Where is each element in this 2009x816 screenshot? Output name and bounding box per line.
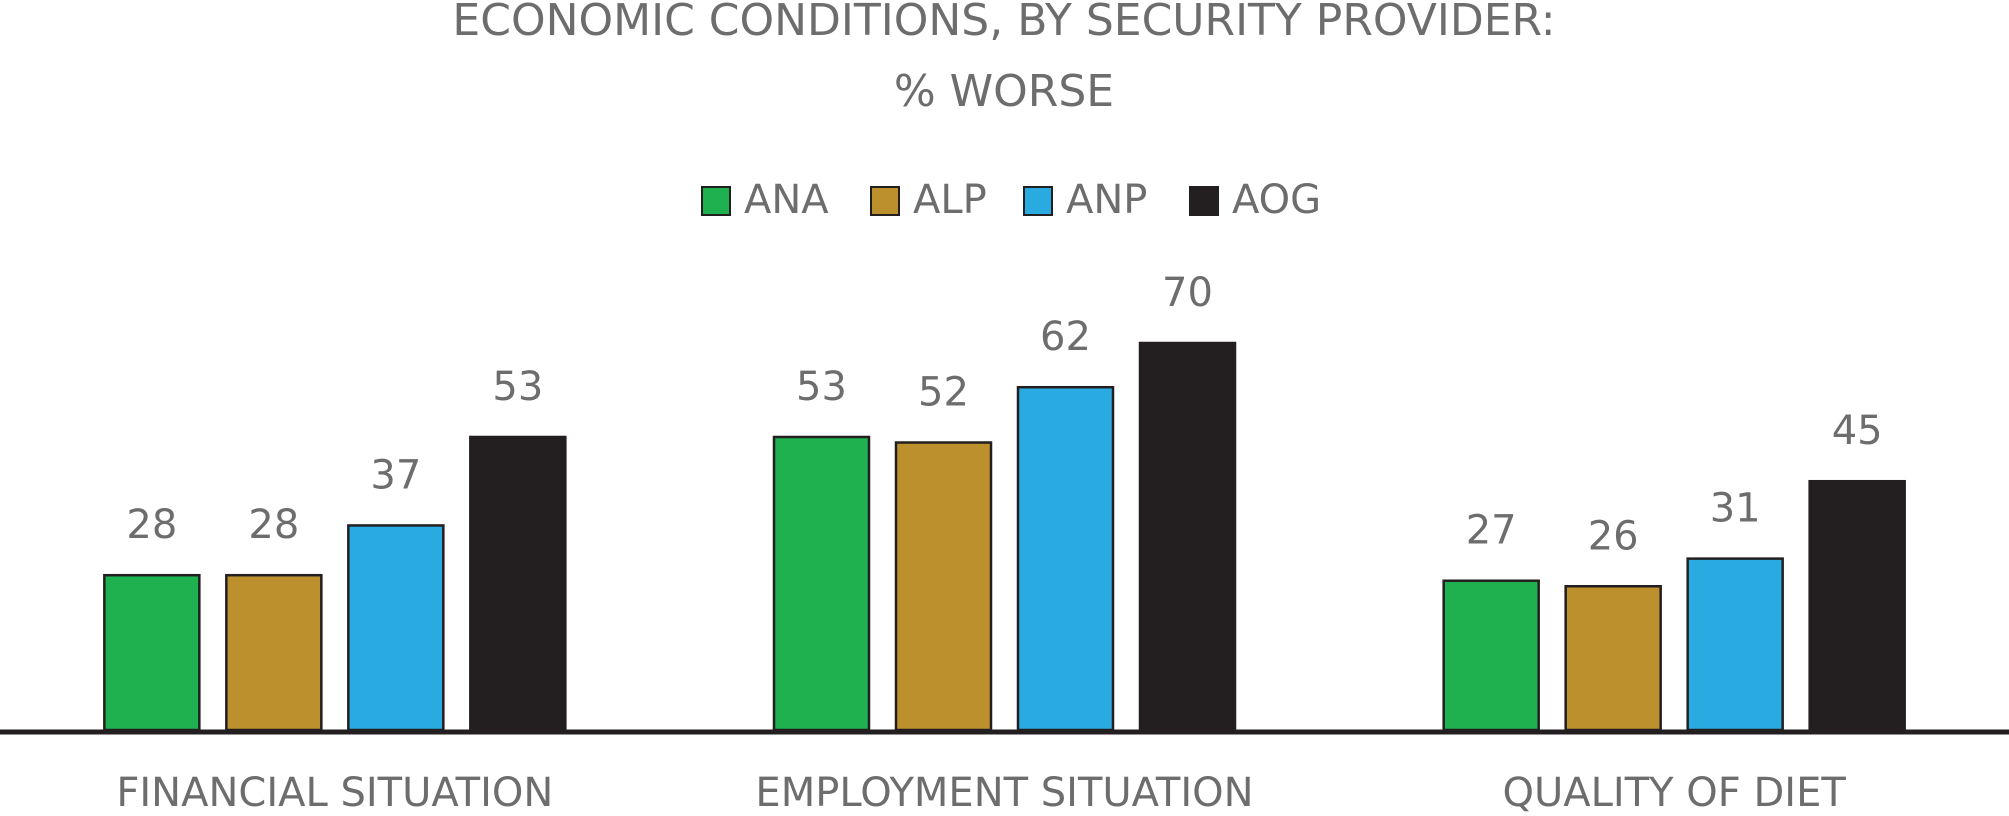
data-label: 26: [1588, 513, 1639, 559]
chart-title: ECONOMIC CONDITIONS, BY SECURITY PROVIDE…: [452, 0, 1555, 46]
bar: [1442, 579, 1540, 732]
legend-swatch: [701, 186, 731, 216]
chart-subtitle: % WORSE: [894, 66, 1114, 117]
legend-swatch: [870, 186, 900, 216]
data-label: 27: [1466, 508, 1517, 554]
x-tick-label: FINANCIAL SITUATION: [116, 770, 553, 816]
data-label: 45: [1832, 408, 1883, 454]
data-label: 28: [248, 502, 299, 548]
bar: [894, 441, 993, 732]
legend-label: ANP: [1066, 177, 1147, 223]
legend-swatch: [1023, 186, 1053, 216]
bar: [469, 435, 567, 732]
bar: [347, 524, 445, 732]
bar: [1564, 585, 1662, 732]
x-tick-label: QUALITY OF DIET: [1503, 770, 1847, 816]
data-label: 53: [796, 364, 847, 410]
bar: [225, 573, 323, 732]
data-label: 28: [126, 502, 177, 548]
data-label: 31: [1710, 486, 1761, 532]
data-label: 53: [492, 364, 543, 410]
bar: [103, 573, 201, 732]
bar: [1808, 479, 1906, 732]
data-label: 70: [1162, 270, 1213, 316]
legend-label: AOG: [1232, 177, 1321, 223]
bar: [1686, 557, 1784, 732]
bar: [1016, 385, 1115, 732]
legend-swatch: [1189, 186, 1219, 216]
legend-label: ALP: [913, 177, 987, 223]
x-tick-label: EMPLOYMENT SITUATION: [755, 770, 1253, 816]
legend-label: ANA: [744, 177, 829, 223]
data-label: 37: [370, 452, 421, 498]
data-label: 62: [1040, 314, 1091, 360]
bar: [1138, 341, 1237, 732]
data-label: 52: [918, 370, 969, 416]
bar: [772, 435, 871, 732]
